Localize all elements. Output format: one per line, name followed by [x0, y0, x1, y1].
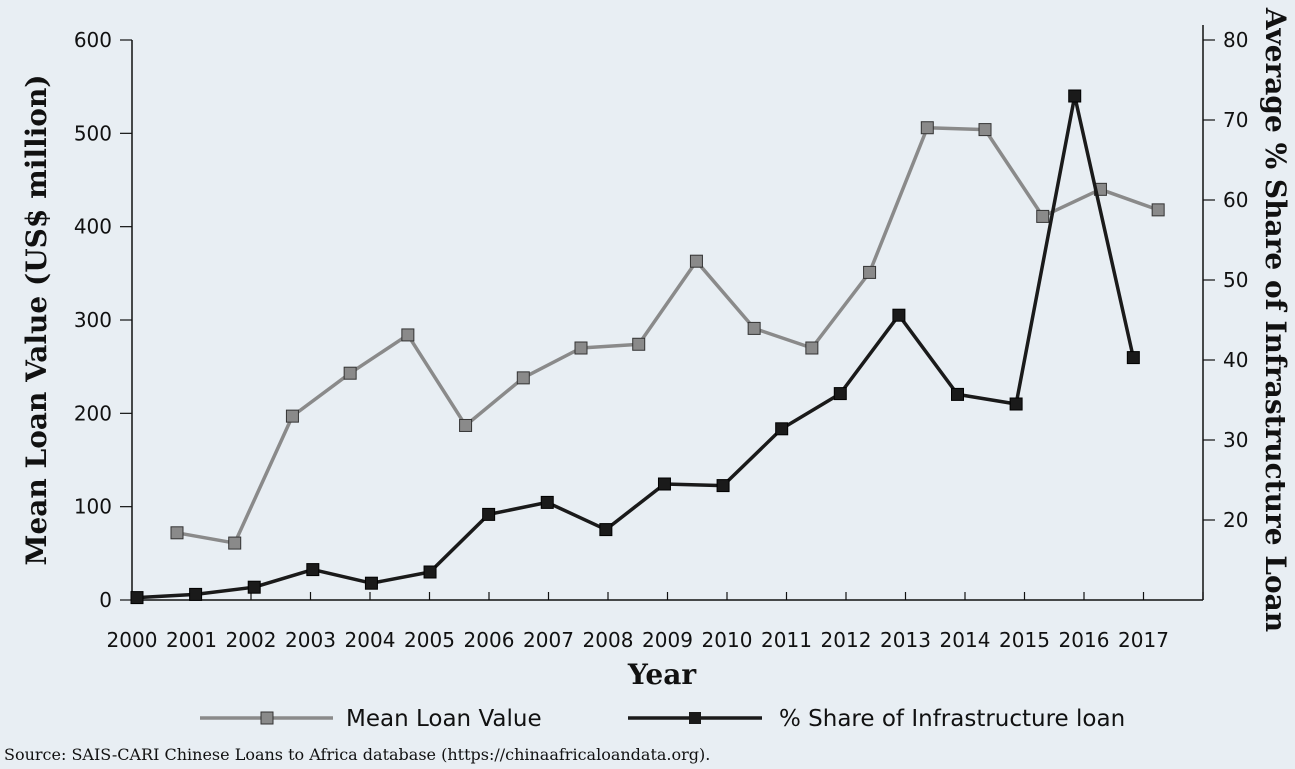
source-note: Source: SAIS-CARI Chinese Loans to Afric…	[4, 745, 711, 764]
x-tick-label: 2001	[166, 628, 217, 652]
data-point	[306, 563, 320, 577]
data-point	[574, 341, 588, 355]
data-point	[401, 328, 415, 342]
data-point	[540, 495, 554, 509]
y-left-tick-label: 400	[74, 215, 112, 239]
data-point	[892, 308, 906, 322]
data-point	[805, 341, 819, 355]
data-point	[247, 580, 261, 594]
y-left-tick-label: 600	[74, 28, 112, 52]
data-point	[170, 526, 184, 540]
data-point	[1151, 203, 1165, 217]
data-point	[1068, 89, 1082, 103]
data-point	[423, 565, 437, 579]
data-point	[364, 576, 378, 590]
x-tick-label: 2015	[999, 628, 1050, 652]
data-point	[130, 591, 144, 605]
line-chart: 2000 2001 2002 2003 2004 2005 2006 2007 2008 2009…	[20, 7, 1292, 732]
legend-label-mean-loan: Mean Loan Value	[346, 706, 542, 732]
series-layer	[130, 89, 1165, 605]
data-point	[833, 387, 847, 401]
y-left-tick-label: 300	[74, 308, 112, 332]
data-point	[716, 479, 730, 493]
x-tick-label: 2006	[464, 628, 515, 652]
data-point	[657, 477, 671, 491]
series-line	[136, 94, 1136, 600]
legend-marker-infrastructure	[689, 712, 701, 724]
x-axis-title: Year	[627, 658, 698, 691]
y-left-tick-label: 500	[74, 121, 112, 145]
series-mean-loan-value	[170, 121, 1165, 550]
data-point	[599, 523, 613, 537]
data-point	[863, 265, 877, 279]
y-right-tick-label: 20	[1223, 508, 1248, 532]
y-left-tick-label: 0	[99, 588, 112, 612]
data-point	[920, 121, 934, 135]
x-tick-label: 2000	[107, 628, 158, 652]
x-tick-label: 2011	[761, 628, 812, 652]
x-tick-label: 2007	[523, 628, 574, 652]
x-tick-label: 2017	[1118, 628, 1169, 652]
y-left-tick-label: 200	[74, 401, 112, 425]
axes: 2000 2001 2002 2003 2004 2005 2006 2007 2008 2009…	[74, 25, 1248, 652]
x-tick-label: 2008	[583, 628, 634, 652]
y-left-tick-label: 100	[74, 495, 112, 519]
data-point	[951, 387, 965, 401]
y-right-tick-label: 80	[1223, 28, 1248, 52]
legend-marker-mean-loan	[260, 711, 274, 725]
data-point	[1126, 351, 1140, 365]
data-point	[1009, 397, 1023, 411]
y-right-tick-label: 40	[1223, 348, 1248, 372]
data-point	[516, 371, 530, 385]
data-point	[228, 536, 242, 550]
x-tick-label: 2013	[880, 628, 931, 652]
data-point	[632, 337, 646, 351]
x-tick-label: 2016	[1059, 628, 1110, 652]
y-right-tick-label: 60	[1223, 188, 1248, 212]
series-infrastructure-share	[130, 89, 1140, 605]
y-right-tick-label: 70	[1223, 108, 1248, 132]
x-tick-label: 2002	[226, 628, 277, 652]
data-point	[747, 321, 761, 335]
data-point	[459, 418, 473, 432]
series-line	[176, 125, 1159, 545]
data-point	[482, 507, 496, 521]
y-right-tick-label: 50	[1223, 268, 1248, 292]
x-tick-label: 2009	[642, 628, 693, 652]
x-tick-label: 2003	[285, 628, 336, 652]
y-right-tick-label: 30	[1223, 428, 1248, 452]
x-tick-label: 2010	[702, 628, 753, 652]
data-point	[343, 366, 357, 380]
data-point	[689, 254, 703, 268]
x-tick-label: 2012	[821, 628, 872, 652]
data-point	[978, 123, 992, 137]
x-tick-label: 2014	[940, 628, 991, 652]
legend-label-infrastructure: % Share of Infrastructure loan	[779, 706, 1125, 732]
data-point	[189, 587, 203, 601]
y-axis-left-title: Mean Loan Value (US$ million)	[20, 74, 53, 565]
data-point	[1036, 209, 1050, 223]
data-point	[775, 422, 789, 436]
x-tick-label: 2005	[404, 628, 455, 652]
data-point	[285, 409, 299, 423]
x-tick-label: 2004	[345, 628, 396, 652]
y-axis-right-title: Average % Share of Infrastructure Loan	[1259, 7, 1292, 632]
legend: Mean Loan Value % Share of Infrastructur…	[200, 706, 1125, 732]
